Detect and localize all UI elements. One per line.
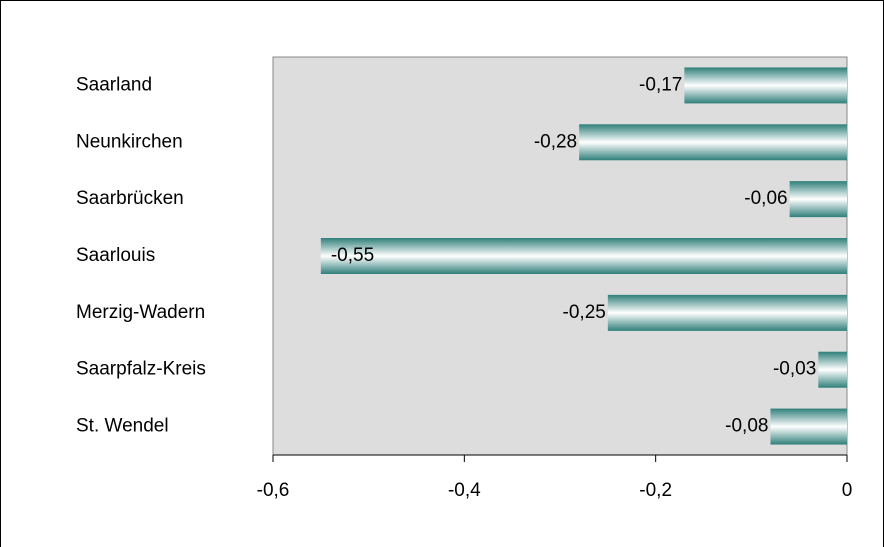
value-label: -0,17 — [639, 74, 682, 95]
value-label: -0,25 — [563, 302, 606, 323]
y-tick-label: Neunkirchen — [76, 131, 183, 152]
y-tick-label: Saarlouis — [76, 245, 155, 266]
y-tick-label: St. Wendel — [76, 416, 169, 437]
bar — [579, 124, 847, 161]
x-tick-label: -0,6 — [257, 480, 290, 501]
bar — [789, 181, 847, 218]
x-tick-label: -0,2 — [639, 480, 672, 501]
bar — [320, 238, 847, 274]
value-label: -0,55 — [331, 245, 374, 266]
y-tick-label: Saarland — [76, 74, 152, 95]
bar — [684, 67, 847, 104]
value-label: -0,28 — [534, 131, 577, 152]
value-label: -0,08 — [725, 416, 768, 437]
y-tick-label: Saarpfalz-Kreis — [76, 359, 206, 380]
value-label: -0,06 — [744, 188, 787, 209]
x-tick-label: 0 — [842, 480, 853, 501]
bar — [818, 351, 847, 388]
value-label: -0,03 — [773, 359, 816, 380]
y-tick-label: Merzig-Wadern — [76, 302, 205, 323]
bar — [607, 294, 847, 331]
bar — [770, 408, 847, 445]
y-tick-label: Saarbrücken — [76, 188, 184, 209]
x-tick-label: -0,4 — [448, 480, 481, 501]
